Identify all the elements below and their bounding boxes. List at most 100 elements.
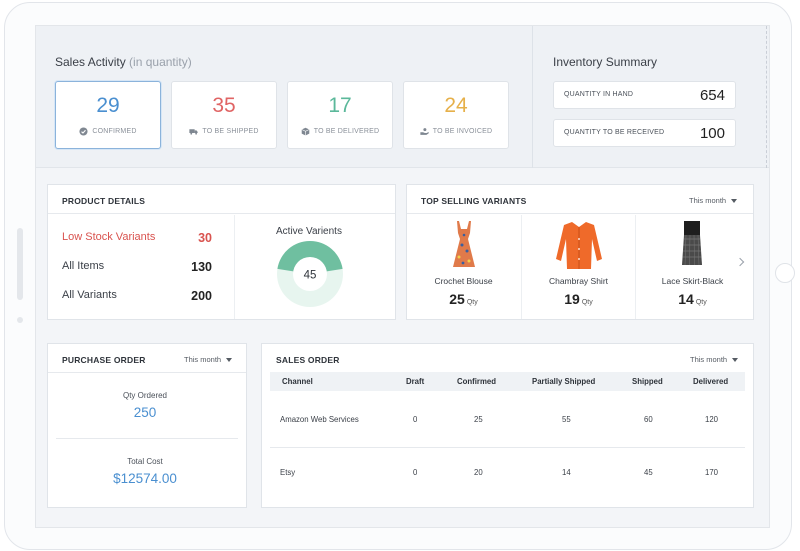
table-cell: 45 [644,468,653,477]
top-selling-title: TOP SELLING VARIANTS [421,196,527,206]
table-cell: 60 [644,415,653,424]
variant-qty-unit: Qty [695,299,707,306]
table-cell: 14 [562,468,571,477]
low-stock-variants-row[interactable]: Low Stock Variants 30 [62,231,212,245]
summary-divider [532,26,533,168]
purchase-order-period-dropdown[interactable]: This month [184,355,233,364]
variant-divider [521,215,522,319]
table-row-divider [270,447,745,448]
caret-down-icon [226,358,233,363]
qty-ordered-label: Qty Ordered [122,391,167,400]
stat-invoiced-text: TO BE INVOICED [432,128,493,135]
all-items-row[interactable]: All Items 130 [62,260,212,274]
stat-confirmed-value: 29 [96,94,120,117]
stat-confirmed[interactable]: 29 CONFIRMED [55,81,161,149]
column-partially-shipped: Partially Shipped [532,377,596,386]
card-divider [407,213,753,214]
variant-qty-value: 25 [449,291,465,307]
table-row-channel[interactable]: Amazon Web Services [280,415,359,424]
table-cell: 20 [474,468,483,477]
sales-order-title: SALES ORDER [276,355,340,365]
sales-order-period-dropdown[interactable]: This month [690,355,739,364]
stat-confirmed-text: CONFIRMED [92,128,137,135]
stat-delivered-value: 17 [328,94,352,117]
sales-activity-title: Sales Activity (in quantity) [55,55,192,69]
stat-shipped-value: 35 [212,94,236,117]
hand-coin-icon [420,128,429,135]
purchase-order-divider [56,438,238,439]
sales-order-period-text: This month [690,355,728,364]
gauge-value: 45 [304,270,317,282]
active-variants-title: Active Varients [276,226,342,237]
column-confirmed: Confirmed [457,377,496,386]
all-items-label: All Items [62,260,105,272]
top-selling-card: TOP SELLING VARIANTS This month Crochet … [406,184,754,320]
gauge-hole [293,257,327,291]
stat-to-be-invoiced[interactable]: 24 TO BE INVOICED [403,81,509,149]
inventory-label-in-hand: QUANTITY IN HAND [564,91,634,98]
stat-shipped-label: TO BE SHIPPED [172,127,276,136]
variant-name: Lace Skirt-Black [661,276,724,286]
product-details-divider [234,215,235,319]
card-divider [48,372,246,373]
variant-qty-unit: Qty [466,299,478,306]
inventory-row-to-receive: QUANTITY TO BE RECEIVED 100 [553,119,736,147]
purchase-order-title: PURCHASE ORDER [62,355,146,365]
lace-skirt-icon [682,221,702,266]
stat-shipped-text: TO BE SHIPPED [202,128,259,135]
qty-ordered-value[interactable]: 250 [133,405,157,420]
product-details-card: PRODUCT DETAILS Low Stock Variants 30 Al… [47,184,396,320]
inventory-value-to-receive: 100 [699,125,725,142]
check-circle-icon [79,127,88,136]
sales-order-table-header [270,372,745,391]
table-cell: 25 [474,415,483,424]
sales-activity-title-text: Sales Activity [55,55,126,69]
total-cost-value[interactable]: $12574.00 [113,471,177,486]
low-stock-label: Low Stock Variants [62,231,156,243]
stat-delivered-text: TO BE DELIVERED [313,128,380,135]
stat-invoiced-value: 24 [444,94,468,117]
all-variants-row[interactable]: All Variants 200 [62,289,212,303]
product-details-title: PRODUCT DETAILS [62,196,146,206]
caret-down-icon [732,358,739,363]
summary-band: Sales Activity (in quantity) 29 CONFIRME… [36,26,769,168]
sales-activity-subtitle: (in quantity) [129,55,192,69]
variant-qty: 19 Qty [522,291,635,307]
column-shipped: Shipped [632,377,663,386]
column-draft: Draft [406,377,425,386]
low-stock-value: 30 [198,231,212,245]
all-variants-value: 200 [191,289,212,303]
variant-qty-unit: Qty [581,299,593,306]
table-cell: 120 [705,415,719,424]
sales-order-card: SALES ORDER This month Channel Draft Con… [261,343,754,508]
table-row-channel[interactable]: Etsy [280,468,296,477]
stat-to-be-delivered[interactable]: 17 TO BE DELIVERED [287,81,393,149]
column-channel: Channel [282,377,313,386]
variant-chambray-shirt[interactable]: Chambray Shirt 19 Qty [522,215,635,319]
inventory-label-to-receive: QUANTITY TO BE RECEIVED [564,129,665,136]
variant-name: Chambray Shirt [548,276,609,286]
inventory-value-in-hand: 654 [699,87,725,104]
variant-lace-skirt-black[interactable]: Lace Skirt-Black 14 Qty [636,215,749,319]
tablet-camera-dot [17,317,23,323]
purchase-order-card: PURCHASE ORDER This month Qty Ordered 25… [47,343,247,508]
card-divider [48,213,395,214]
total-cost-label: Total Cost [127,457,163,466]
floral-dress-icon [453,221,475,267]
stat-to-be-shipped[interactable]: 35 TO BE SHIPPED [171,81,277,149]
stat-invoiced-label: TO BE INVOICED [404,127,508,136]
variant-name: Crochet Blouse [434,276,493,286]
variant-crochet-blouse[interactable]: Crochet Blouse 25 Qty [407,215,520,319]
truck-icon [189,129,199,135]
table-cell: 0 [413,415,418,424]
dashboard-screen: Sales Activity (in quantity) 29 CONFIRME… [35,25,770,528]
inventory-summary-title: Inventory Summary [553,55,658,69]
table-cell: 0 [413,468,418,477]
inventory-row-in-hand: QUANTITY IN HAND 654 [553,81,736,109]
qty-ordered-section: Qty Ordered 250 [48,391,242,420]
caret-down-icon [731,199,738,204]
all-items-value: 130 [191,260,212,274]
top-selling-period-dropdown[interactable]: This month [689,196,738,205]
total-cost-section: Total Cost $12574.00 [48,457,242,486]
all-variants-label: All Variants [62,289,117,301]
